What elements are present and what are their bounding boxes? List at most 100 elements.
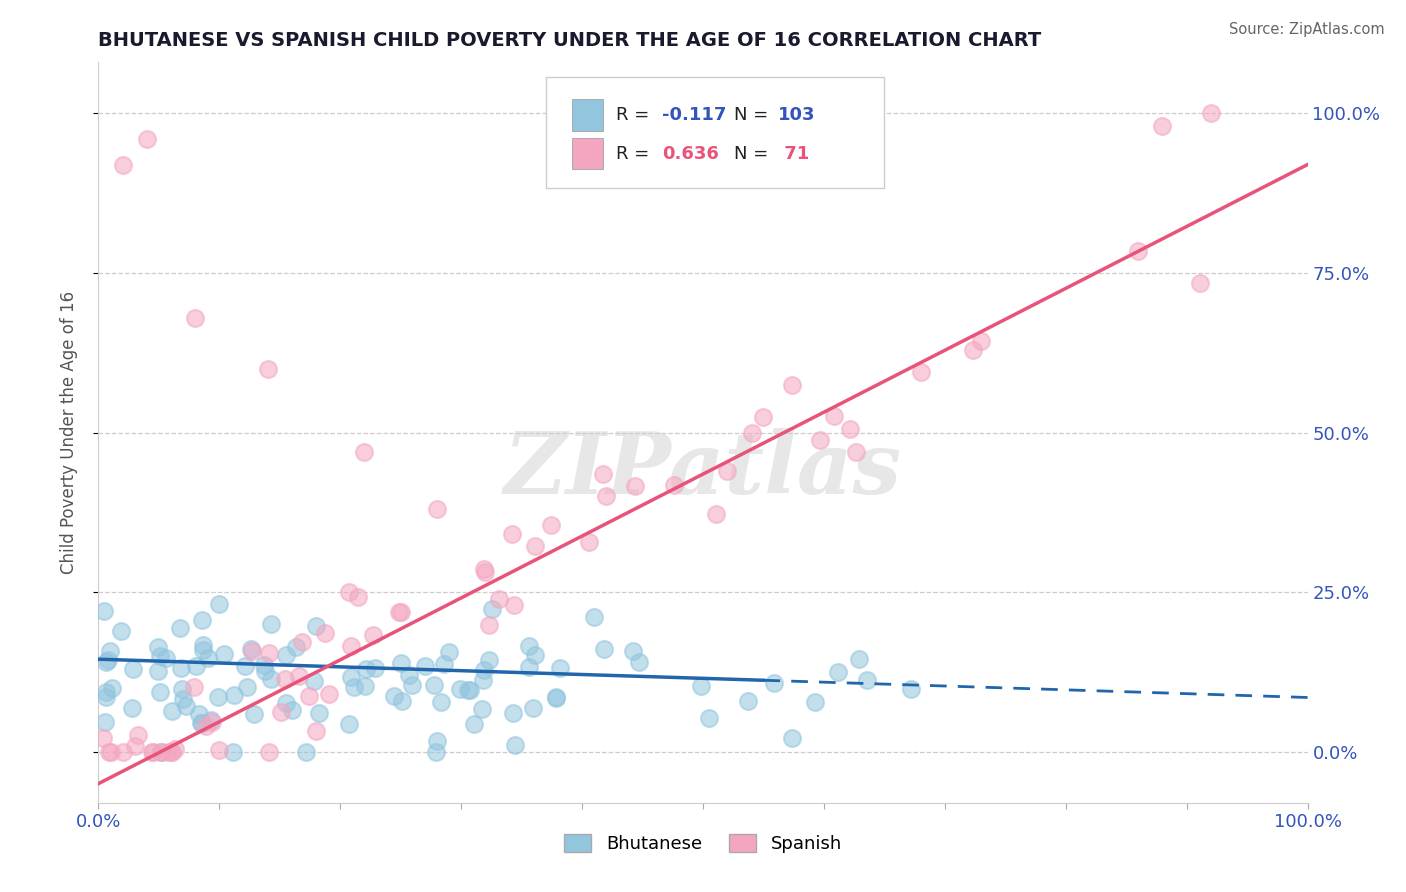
Point	[519, 660, 541, 674]
Point	[1126, 244, 1149, 258]
Point	[388, 605, 411, 619]
Point	[98, 745, 121, 759]
Point	[254, 664, 277, 678]
Point	[425, 745, 447, 759]
Point	[94, 685, 117, 699]
Point	[845, 444, 868, 458]
Point	[308, 706, 330, 721]
FancyBboxPatch shape	[572, 138, 603, 169]
Point	[287, 669, 309, 683]
Point	[142, 745, 165, 759]
Point	[274, 696, 297, 710]
Point	[165, 742, 187, 756]
Point	[190, 715, 212, 730]
Point	[298, 689, 321, 703]
Point	[457, 682, 479, 697]
Point	[149, 745, 172, 759]
Point	[697, 711, 720, 725]
Text: ZIPatlas: ZIPatlas	[503, 428, 903, 511]
Point	[474, 566, 496, 580]
Point	[135, 132, 157, 146]
Point	[93, 604, 115, 618]
Point	[478, 617, 501, 632]
Point	[337, 716, 360, 731]
Point	[314, 626, 336, 640]
Point	[184, 659, 207, 673]
Point	[155, 651, 177, 665]
Point	[193, 643, 215, 657]
Point	[503, 599, 526, 613]
Text: BHUTANESE VS SPANISH CHILD POVERTY UNDER THE AGE OF 16 CORRELATION CHART: BHUTANESE VS SPANISH CHILD POVERTY UNDER…	[98, 30, 1042, 50]
Point	[583, 610, 606, 624]
Point	[426, 734, 449, 748]
FancyBboxPatch shape	[572, 99, 603, 130]
Point	[741, 425, 763, 440]
Point	[546, 691, 568, 706]
Point	[900, 682, 922, 697]
Point	[782, 377, 804, 392]
Point	[340, 640, 363, 654]
Point	[97, 653, 120, 667]
Point	[354, 661, 377, 675]
Point	[160, 745, 183, 759]
Point	[962, 343, 984, 357]
Point	[429, 695, 451, 709]
Point	[240, 641, 263, 656]
Point	[1189, 277, 1212, 291]
Point	[190, 613, 212, 627]
Point	[548, 660, 571, 674]
Point	[517, 639, 540, 653]
Point	[197, 650, 219, 665]
Point	[1199, 106, 1222, 120]
Point	[716, 464, 738, 478]
Point	[121, 701, 143, 715]
Point	[274, 672, 297, 686]
Point	[194, 719, 217, 733]
Point	[664, 477, 686, 491]
Point	[690, 679, 713, 693]
Point	[101, 681, 124, 696]
Point	[183, 680, 205, 694]
Point	[111, 157, 134, 171]
Point	[111, 745, 134, 759]
Point	[94, 714, 117, 729]
Point	[621, 644, 644, 658]
Point	[100, 644, 122, 658]
Point	[257, 745, 280, 759]
Point	[270, 705, 292, 719]
Point	[737, 694, 759, 708]
Point	[188, 707, 211, 722]
Point	[463, 716, 485, 731]
Point	[353, 444, 375, 458]
Point	[827, 665, 849, 679]
Text: R =: R =	[616, 145, 655, 162]
Point	[449, 682, 471, 697]
Point	[413, 659, 436, 673]
Point	[274, 648, 297, 662]
Point	[804, 695, 827, 709]
Point	[260, 616, 283, 631]
Point	[363, 660, 385, 674]
Point	[157, 745, 180, 759]
Point	[243, 706, 266, 721]
Point	[401, 678, 423, 692]
Point	[100, 745, 122, 759]
Legend: Bhutanese, Spanish: Bhutanese, Spanish	[557, 827, 849, 861]
Point	[426, 502, 449, 516]
Point	[522, 701, 544, 715]
Point	[505, 738, 527, 752]
Point	[318, 687, 340, 701]
Point	[172, 682, 194, 697]
Point	[762, 675, 785, 690]
Point	[91, 731, 114, 745]
Point	[523, 539, 546, 553]
Point	[305, 724, 328, 739]
Point	[502, 706, 524, 721]
Text: R =: R =	[616, 106, 655, 124]
Point	[124, 739, 146, 753]
Point	[423, 678, 446, 692]
Point	[236, 680, 259, 694]
Point	[391, 694, 413, 708]
Point	[353, 679, 375, 693]
Point	[855, 673, 877, 688]
